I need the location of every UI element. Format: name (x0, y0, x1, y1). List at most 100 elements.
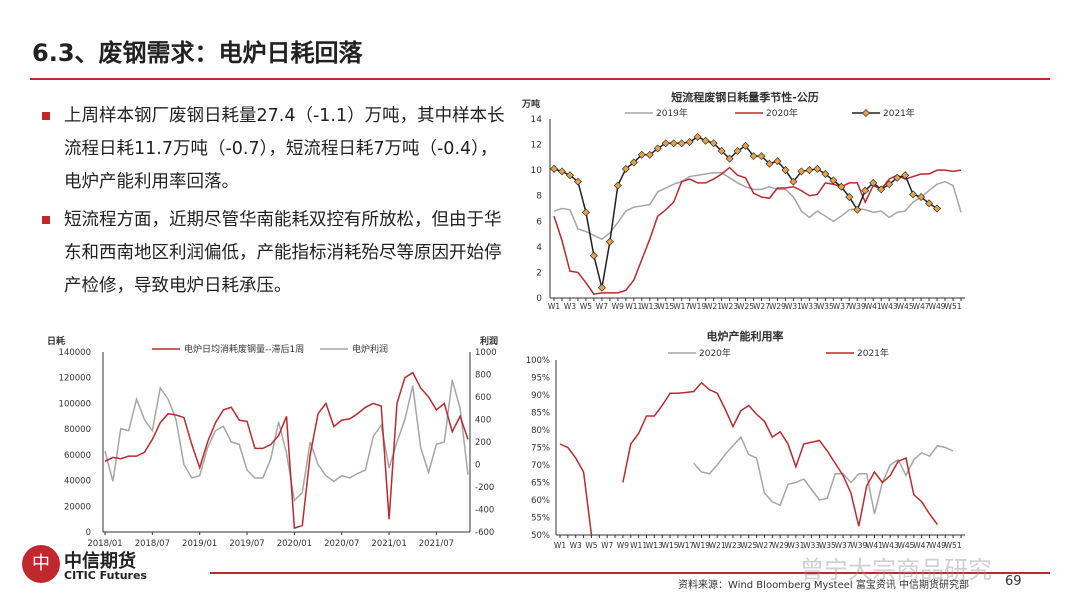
chart1-ytick: 8 (536, 192, 542, 202)
chart1-ytick: 4 (536, 243, 542, 253)
chart3-xtick: W27 (756, 541, 773, 550)
chart1-xtick: W9 (612, 302, 624, 311)
chart2-ytick: 0 (86, 528, 91, 538)
chart1-marker (693, 132, 702, 141)
chart2-y2tick: 200 (475, 438, 491, 448)
chart3-xtick: W47 (913, 541, 930, 550)
chart2-ytick: 20000 (64, 502, 91, 512)
chart1-marker (685, 138, 694, 146)
chart1-ytick: 0 (536, 294, 542, 304)
bullet-square-icon (42, 216, 50, 224)
chart1-marker (558, 167, 566, 176)
chart1-marker (869, 178, 878, 187)
chart3-xtick: W3 (570, 541, 582, 550)
chart1-xtick: W45 (897, 302, 914, 311)
chart3-ytick: 50% (531, 531, 550, 541)
chart1-marker (925, 199, 934, 208)
chart1-xtick: W27 (753, 302, 770, 311)
chart1-xtick: W25 (737, 302, 754, 311)
chart3-legend-label: 2021年 (857, 347, 889, 359)
chart1-marker (901, 171, 910, 180)
chart3-xtick: W33 (803, 541, 820, 550)
chart3-ytick: 65% (531, 479, 550, 489)
chart1-marker (741, 141, 750, 150)
chart3-ytick: 90% (531, 391, 550, 401)
chart3-ytick: 55% (531, 514, 550, 524)
chart1-marker (893, 173, 902, 182)
chart1-marker (805, 166, 814, 175)
chart1-marker (829, 176, 838, 185)
chart3-xtick: W25 (740, 541, 757, 550)
chart1-marker (781, 166, 790, 175)
chart3-xtick: W39 (850, 541, 867, 550)
footer-divider (210, 572, 1050, 574)
chart1-ytick: 6 (536, 217, 542, 227)
chart2-y2tick: 800 (475, 371, 491, 381)
chart1-marker (589, 251, 598, 260)
chart3-ytick: 70% (531, 461, 550, 471)
chart3-xtick: W49 (929, 541, 946, 550)
chart1-ylabel: 万吨 (521, 98, 540, 110)
chart1-marker (821, 170, 830, 178)
chart1-xtick: W31 (785, 302, 802, 311)
chart1-xtick: W23 (721, 302, 738, 311)
chart3-xtick: W1 (554, 541, 566, 550)
logo-en: CITIC Futures (64, 569, 147, 582)
chart3-xtick: W51 (945, 541, 962, 550)
page-number: 69 (1005, 574, 1022, 589)
chart2-xtick: 2021/07 (419, 539, 454, 549)
chart2-y2tick: 1000 (475, 348, 497, 358)
chart1-marker (797, 167, 806, 176)
chart1-xtick: W17 (673, 302, 690, 311)
chart1-xtick: W51 (945, 302, 962, 311)
chart1-marker (733, 147, 742, 155)
bullet-point: 短流程方面，近期尽管华南能耗双控有所放松，但由于华东和西南地区利润偏低，产能指标… (42, 204, 512, 303)
logo-cn: 中信期货 (64, 551, 136, 572)
chart2-ytick: 100000 (59, 399, 91, 409)
chart1-series-line (553, 171, 962, 241)
chart2-xtick: 2018/07 (135, 539, 170, 549)
chart1-marker (749, 152, 758, 161)
chart1-series-line (553, 136, 938, 288)
chart2-ytick: 40000 (64, 477, 91, 487)
bullet-point: 上周样本钢厂废钢日耗量27.4（-1.1）万吨，其中样本长流程日耗11.7万吨（… (42, 100, 512, 199)
chart2-series-line (104, 379, 469, 503)
chart2-ytick: 120000 (59, 374, 91, 384)
chart1-xtick: W21 (705, 302, 722, 311)
chart1-xtick: W47 (913, 302, 930, 311)
chart1-marker (885, 180, 894, 189)
chart1-marker (669, 139, 678, 148)
chart2-y2tick: -400 (475, 506, 494, 516)
chart1-legend-label: 2020年 (766, 107, 798, 119)
chart3-ytick: 75% (531, 444, 550, 454)
chart1-marker (613, 181, 622, 190)
chart1-marker (550, 164, 558, 173)
bullet-text: 上周样本钢厂废钢日耗量27.4（-1.1）万吨，其中样本长流程日耗11.7万吨（… (64, 106, 505, 192)
chart3-xtick: W31 (787, 541, 804, 550)
chart1-marker (653, 144, 662, 153)
chart1-marker (933, 204, 942, 213)
chart1-xtick: W41 (865, 302, 882, 311)
chart1-ytick: 14 (531, 115, 543, 125)
chart3-xtick: W21 (709, 541, 726, 550)
chart1-marker (709, 139, 718, 148)
chart1-xtick: W33 (801, 302, 818, 311)
chart1-xtick: W43 (881, 302, 898, 311)
chart2-y2label: 利润 (479, 335, 498, 347)
chart3-ytick: 80% (531, 426, 550, 436)
chart2-y2tick: 600 (475, 393, 491, 403)
chart1-marker (621, 164, 630, 173)
chart1-xtick: W7 (596, 302, 608, 311)
chart1-title: 短流程废钢日耗量季节性-公历 (671, 90, 819, 104)
chart3-series-line (622, 381, 939, 527)
watermark: 曾宁大宗商品研究 (800, 556, 992, 584)
chart1-marker (701, 136, 710, 145)
chart1-xtick: W15 (657, 302, 674, 311)
chart3-xtick: W29 (772, 541, 789, 550)
chart2-legend-label: 电炉利润 (352, 343, 388, 355)
chart1-xtick: W35 (817, 302, 834, 311)
chart3-ytick: 100% (526, 356, 550, 366)
chart3-xtick: W37 (835, 541, 852, 550)
chart1-xtick: W37 (833, 302, 850, 311)
chart1-marker (566, 171, 574, 180)
